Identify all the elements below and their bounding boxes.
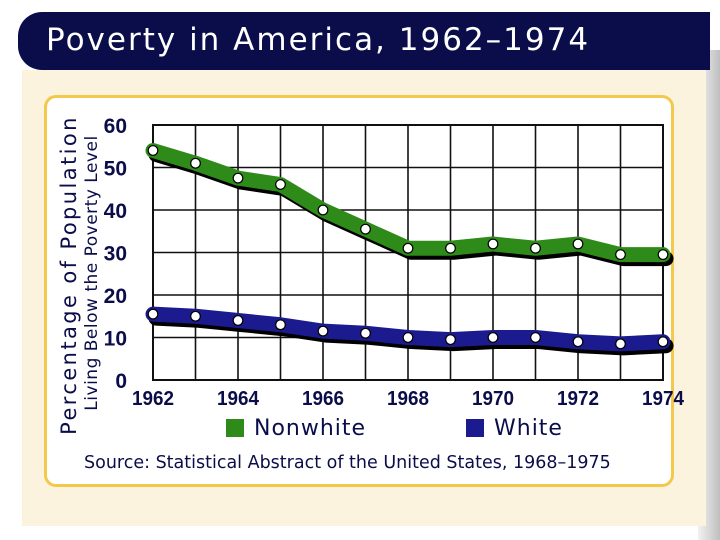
data-point-nonwhite xyxy=(657,249,669,261)
data-point-nonwhite xyxy=(232,172,244,184)
data-point-nonwhite xyxy=(487,238,499,250)
x-tick-label: 1968 xyxy=(387,388,429,410)
title-banner xyxy=(18,12,710,70)
data-point-nonwhite xyxy=(530,242,541,254)
data-point-nonwhite xyxy=(147,145,159,156)
data-point-white xyxy=(360,327,371,339)
legend-item-nonwhite: Nonwhite xyxy=(226,413,366,443)
data-point-nonwhite xyxy=(190,157,201,169)
y-tick-label: 0 xyxy=(115,370,127,393)
x-tick-label: 1964 xyxy=(217,388,260,410)
y-tick-label: 60 xyxy=(104,115,127,138)
data-point-white xyxy=(190,310,201,322)
chart-legend: Nonwhite White xyxy=(226,413,626,443)
x-tick-label: 1962 xyxy=(132,388,174,410)
y-tick-label: 20 xyxy=(104,285,127,308)
chart-series xyxy=(145,143,674,356)
chart-title: Poverty in America, 1962–1974 xyxy=(46,22,591,58)
data-point-white xyxy=(487,332,499,343)
x-tick-label: 1972 xyxy=(557,388,599,410)
data-point-white xyxy=(232,315,244,326)
y-tick-label: 50 xyxy=(104,158,127,181)
data-point-white xyxy=(657,336,669,348)
legend-label-nonwhite: Nonwhite xyxy=(254,415,367,441)
x-tick-label: 1974 xyxy=(642,388,685,410)
data-point-nonwhite xyxy=(402,242,414,254)
data-point-white xyxy=(275,319,286,331)
data-point-nonwhite xyxy=(615,249,626,261)
y-tick-label: 10 xyxy=(104,328,127,351)
legend-item-white: White xyxy=(466,413,563,443)
y-axis-subtitle: Living Below the Poverty Level xyxy=(82,135,102,410)
chart-labels: 0 10 20 30 40 50 60 1962 1964 1966 1968 1970 1972 197… xyxy=(57,115,685,435)
data-point-nonwhite xyxy=(317,204,329,216)
x-tick-label: 1966 xyxy=(302,388,344,410)
data-point-white xyxy=(530,332,541,343)
legend-swatch-nonwhite xyxy=(226,419,244,437)
data-point-white xyxy=(402,332,414,343)
data-point-white xyxy=(147,308,159,320)
y-tick-label: 40 xyxy=(104,200,127,223)
data-point-nonwhite xyxy=(572,238,584,250)
data-point-nonwhite xyxy=(360,223,371,235)
y-axis-title: Percentage of Population xyxy=(57,115,81,435)
y-tick-label: 30 xyxy=(104,243,127,266)
data-point-white xyxy=(615,338,626,350)
source-note: Source: Statistical Abstract of the Unit… xyxy=(84,453,611,473)
data-point-white xyxy=(445,334,456,346)
data-point-nonwhite xyxy=(445,242,456,254)
data-point-white xyxy=(317,325,329,337)
x-tick-label: 1970 xyxy=(472,388,514,410)
legend-label-white: White xyxy=(494,415,563,441)
legend-swatch-white xyxy=(466,419,484,437)
data-point-nonwhite xyxy=(275,179,286,190)
data-point-white xyxy=(572,336,584,348)
